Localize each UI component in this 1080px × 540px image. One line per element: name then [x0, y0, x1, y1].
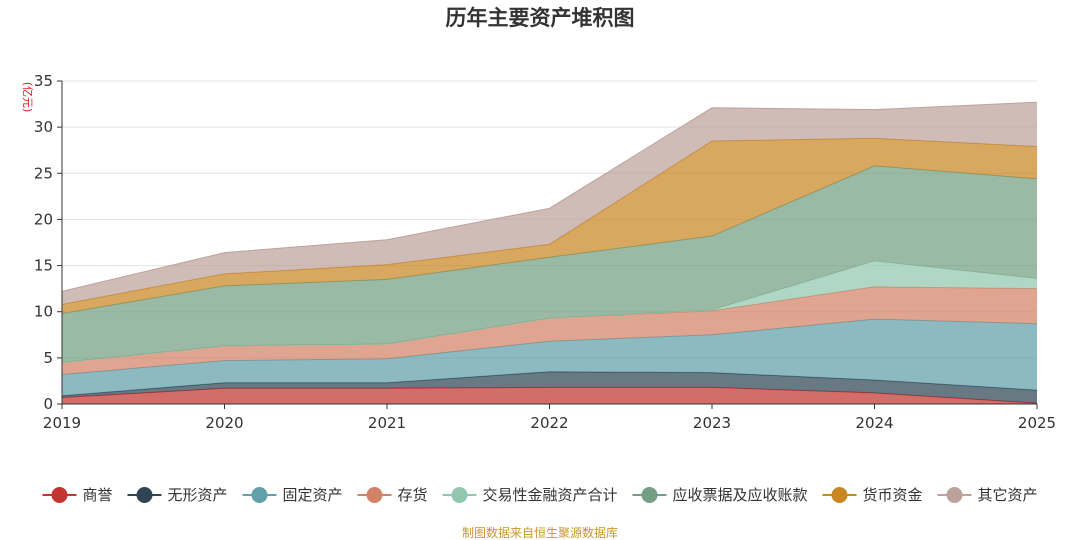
legend-item-4[interactable]: 存货: [357, 486, 428, 504]
x-tick-label: 2019: [43, 414, 81, 432]
legend-label: 商誉: [83, 486, 113, 504]
chart-title: 历年主要资产堆积图: [446, 6, 635, 30]
source-note: 制图数据来自恒生聚源数据库: [462, 525, 618, 540]
x-tick-label: 2024: [855, 414, 893, 432]
x-tick-label: 2020: [205, 414, 243, 432]
area-series-8: [62, 102, 1037, 305]
area-series-4: [62, 286, 1037, 375]
area-series-5: [62, 260, 1037, 363]
y-tick-label: 15: [34, 257, 53, 275]
legend-circle-icon: [946, 487, 963, 503]
legend-label: 固定资产: [283, 486, 343, 504]
legend[interactable]: 商誉 无形资产 固定资产 存货 交易性金融资产合计 应收票据及应收账款 货币资金 其它资产: [42, 486, 1038, 504]
legend-item-3[interactable]: 固定资产: [242, 486, 343, 504]
y-axis-unit: (亿元): [21, 82, 34, 113]
x-tick-label: 2022: [530, 414, 568, 432]
legend-circle-icon: [641, 487, 658, 503]
y-tick-label: 0: [43, 395, 53, 413]
y-tick-label: 5: [43, 349, 53, 367]
legend-label: 应收票据及应收账款: [673, 486, 808, 504]
area-series-1: [62, 387, 1037, 404]
area-series-layer: [61, 101, 1038, 404]
y-tick-label: 25: [34, 164, 53, 182]
y-tick-label: 30: [34, 118, 53, 136]
area-series-3: [62, 319, 1037, 396]
legend-label: 交易性金融资产合计: [483, 486, 618, 504]
legend-item-7[interactable]: 货币资金: [822, 486, 923, 504]
area-series-edge-8: [61, 101, 1038, 292]
legend-label: 无形资产: [168, 486, 228, 504]
legend-circle-icon: [451, 487, 468, 503]
y-tick-label: 10: [34, 303, 53, 321]
y-tick-label: 20: [34, 210, 53, 228]
legend-item-5[interactable]: 交易性金融资产合计: [442, 486, 618, 504]
x-tick-label: 2023: [693, 414, 731, 432]
legend-circle-icon: [831, 487, 848, 503]
legend-item-2[interactable]: 无形资产: [127, 486, 228, 504]
legend-item-1[interactable]: 商誉: [42, 486, 113, 504]
x-tick-label: 2021: [368, 414, 406, 432]
legend-circle-icon: [366, 487, 383, 503]
area-series-6: [62, 165, 1037, 363]
legend-circle-icon: [251, 487, 268, 503]
legend-circle-icon: [51, 487, 68, 503]
legend-item-6[interactable]: 应收票据及应收账款: [632, 486, 808, 504]
legend-circle-icon: [136, 487, 153, 503]
y-tick-label: 35: [34, 72, 53, 90]
legend-label: 其它资产: [978, 486, 1038, 504]
legend-item-8[interactable]: 其它资产: [937, 486, 1038, 504]
legend-label: 存货: [398, 486, 428, 504]
legend-label: 货币资金: [863, 486, 923, 504]
x-tick-label: 2025: [1018, 414, 1056, 432]
